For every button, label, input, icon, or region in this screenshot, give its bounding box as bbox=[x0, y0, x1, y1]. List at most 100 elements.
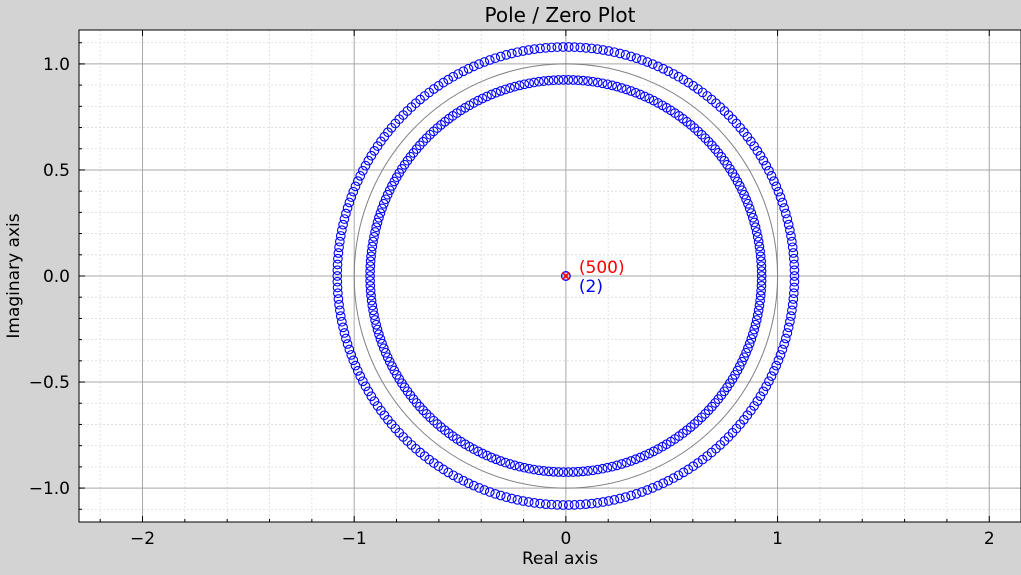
zero-marker bbox=[338, 322, 348, 333]
zero-marker bbox=[529, 77, 539, 88]
zero-marker bbox=[335, 305, 345, 316]
y-axis-label: Imaginary axis bbox=[4, 213, 24, 338]
zero-marker bbox=[425, 129, 435, 140]
zero-marker bbox=[789, 282, 800, 293]
zero-marker bbox=[573, 466, 584, 477]
zero-marker bbox=[756, 285, 766, 296]
zero-marker bbox=[602, 462, 613, 473]
zero-marker bbox=[789, 259, 800, 270]
zero-marker bbox=[534, 76, 544, 87]
zero-marker bbox=[438, 464, 449, 475]
zero-marker bbox=[468, 61, 479, 72]
zero-marker bbox=[372, 217, 383, 228]
zero-marker bbox=[333, 288, 343, 299]
zero-marker bbox=[630, 454, 641, 465]
zero-marker bbox=[764, 376, 774, 387]
zero-marker bbox=[384, 185, 395, 196]
zero-marker bbox=[750, 222, 761, 233]
zero-marker bbox=[737, 356, 747, 367]
zero-marker bbox=[357, 376, 368, 387]
zero-marker bbox=[548, 466, 559, 477]
zero-marker bbox=[773, 186, 784, 197]
zero-marker bbox=[344, 344, 355, 355]
zero-marker bbox=[512, 494, 523, 505]
zero-marker bbox=[737, 185, 747, 196]
zero-marker bbox=[535, 43, 545, 54]
chart-title: Pole / Zero Plot bbox=[485, 3, 636, 27]
x-tick-label: 1 bbox=[772, 529, 783, 549]
zero-marker bbox=[524, 463, 535, 474]
zero-marker bbox=[755, 251, 766, 262]
pole-markers bbox=[560, 271, 571, 281]
zero-marker bbox=[334, 299, 344, 310]
zero-marker bbox=[495, 456, 506, 466]
zero-marker bbox=[558, 467, 569, 477]
zero-marker bbox=[597, 78, 608, 89]
zero-marker bbox=[592, 464, 603, 475]
zero-marker bbox=[568, 467, 579, 477]
zero-marker bbox=[734, 361, 745, 372]
zero-marker bbox=[703, 405, 714, 416]
zero-marker bbox=[703, 136, 714, 147]
zero-marker bbox=[552, 42, 563, 52]
zero-marker bbox=[648, 95, 659, 106]
zero-marker bbox=[635, 89, 646, 100]
zero-marker bbox=[443, 74, 454, 85]
zero-marker bbox=[523, 45, 534, 55]
zero-marker bbox=[755, 295, 765, 306]
zero-marker bbox=[548, 75, 559, 86]
zero-marker bbox=[448, 71, 459, 82]
zero-marker bbox=[626, 51, 636, 62]
zero-marker bbox=[786, 311, 796, 321]
zero-marker bbox=[642, 57, 653, 67]
zero-marker bbox=[592, 77, 603, 88]
zero-marker bbox=[365, 276, 375, 286]
zero-marker bbox=[365, 261, 376, 271]
zero-marker bbox=[754, 241, 765, 252]
zero-marker bbox=[620, 492, 631, 502]
zero-marker bbox=[509, 460, 520, 471]
zero-marker bbox=[486, 89, 497, 100]
zero-marker bbox=[468, 480, 479, 491]
zero-marker bbox=[592, 44, 603, 55]
zero-marker bbox=[332, 282, 343, 293]
zero-marker bbox=[752, 231, 763, 242]
zero-marker bbox=[552, 500, 563, 510]
zero-marker bbox=[598, 497, 608, 507]
zero-marker bbox=[368, 236, 378, 247]
zero-marker bbox=[789, 265, 800, 276]
zero-marker bbox=[678, 74, 689, 85]
zero-marker bbox=[782, 214, 793, 224]
zero-marker bbox=[339, 214, 350, 224]
zero-marker bbox=[741, 347, 751, 358]
zero-marker bbox=[378, 198, 389, 209]
zero-marker bbox=[637, 55, 647, 65]
zero-marker bbox=[371, 319, 382, 330]
zero-marker bbox=[787, 305, 797, 316]
x-tick-label: 0 bbox=[560, 529, 571, 549]
zero-marker bbox=[433, 461, 444, 472]
zero-marker bbox=[758, 155, 769, 166]
zero-marker bbox=[603, 46, 614, 56]
zero-marker bbox=[575, 42, 586, 53]
x-tick-label: −1 bbox=[342, 529, 367, 549]
zero-marker bbox=[490, 488, 501, 499]
zero-marker bbox=[761, 381, 772, 392]
zero-marker bbox=[563, 75, 574, 85]
zero-marker bbox=[747, 212, 758, 223]
zero-marker bbox=[495, 490, 506, 501]
zero-marker bbox=[782, 328, 793, 338]
zero-marker bbox=[367, 300, 378, 311]
zero-marker bbox=[453, 473, 464, 483]
zero-marker bbox=[486, 452, 497, 463]
zero-marker bbox=[761, 160, 772, 171]
zero-marker bbox=[663, 66, 674, 77]
zero-marker bbox=[558, 42, 568, 52]
zero-marker bbox=[647, 483, 658, 493]
zero-marker bbox=[438, 77, 449, 88]
zero-marker bbox=[482, 91, 492, 102]
unit-circle-layer bbox=[353, 63, 779, 489]
zero-marker bbox=[786, 231, 796, 241]
zero-marker bbox=[546, 42, 557, 53]
zero-marker bbox=[514, 80, 525, 91]
